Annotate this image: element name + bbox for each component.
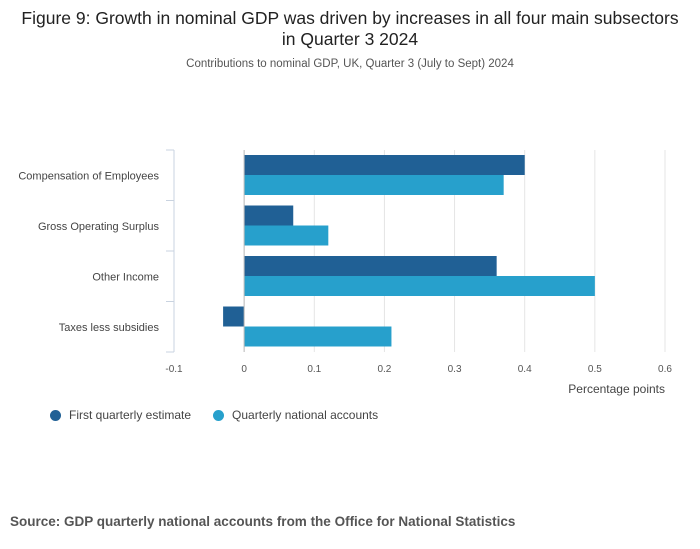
bar-chart: Compensation of Employees Gross Operating… bbox=[18, 149, 672, 396]
x-axis-label: Percentage points bbox=[568, 382, 665, 396]
category-label: Taxes less subsidies bbox=[59, 322, 160, 334]
legend-label: First quarterly estimate bbox=[69, 408, 192, 422]
x-tick-label: 0.5 bbox=[588, 364, 602, 375]
legend-marker bbox=[50, 409, 61, 421]
x-tick-label: -0.1 bbox=[165, 364, 183, 375]
x-tick-label: 0.1 bbox=[307, 364, 321, 375]
legend: First quarterly estimate Quarterly natio… bbox=[50, 408, 400, 422]
chart-title: Figure 9: Growth in nominal GDP was driv… bbox=[21, 8, 679, 49]
source-note: Source: GDP quarterly national accounts … bbox=[10, 514, 516, 529]
bar bbox=[244, 225, 329, 246]
bar bbox=[244, 256, 497, 276]
legend-item-quarterly-national-accounts[interactable]: Quarterly national accounts bbox=[213, 408, 378, 422]
x-tick-label: 0.2 bbox=[377, 364, 391, 375]
legend-marker bbox=[213, 409, 225, 421]
bar bbox=[244, 155, 525, 175]
x-tick-label: 0 bbox=[241, 364, 247, 375]
legend-label: Quarterly national accounts bbox=[232, 408, 379, 422]
bar bbox=[244, 205, 294, 226]
x-tick-label: 0.4 bbox=[518, 364, 532, 375]
legend-item-first-quarterly-estimate[interactable]: First quarterly estimate bbox=[50, 408, 191, 422]
bar bbox=[223, 306, 245, 327]
bar bbox=[244, 326, 392, 347]
bar bbox=[244, 276, 595, 296]
category-label: Other Income bbox=[92, 271, 159, 283]
category-label: Gross Operating Surplus bbox=[38, 221, 160, 233]
chart-subtitle: Contributions to nominal GDP, UK, Quarte… bbox=[186, 58, 514, 70]
category-label: Compensation of Employees bbox=[18, 170, 159, 182]
x-tick-label: 0.3 bbox=[448, 364, 462, 375]
x-tick-label: 0.6 bbox=[658, 364, 672, 375]
bar bbox=[244, 175, 504, 195]
